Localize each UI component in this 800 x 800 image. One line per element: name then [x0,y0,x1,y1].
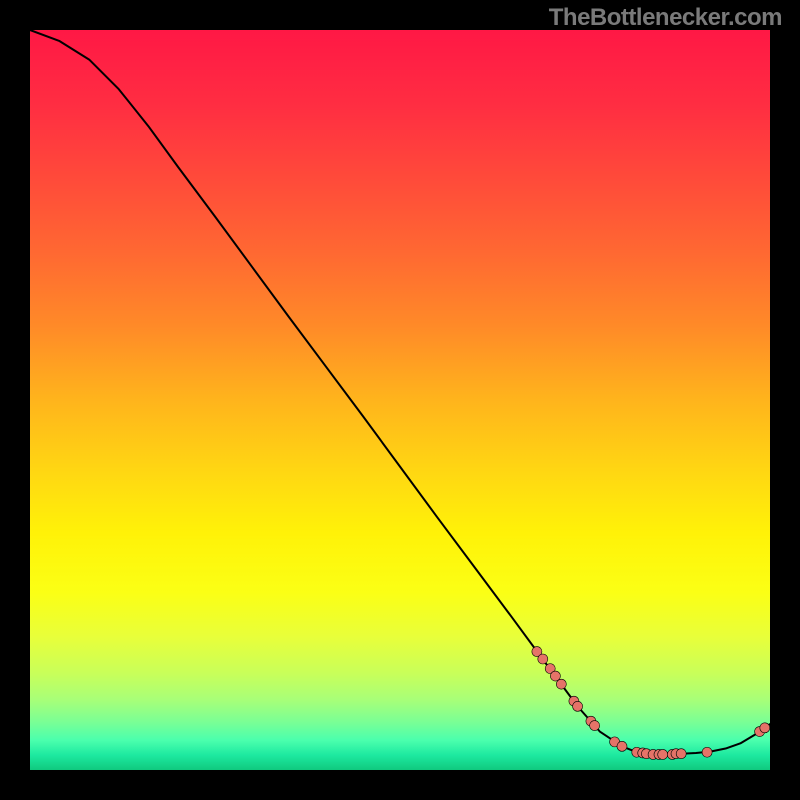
data-point [676,749,686,759]
data-point [658,749,668,759]
data-point [702,747,712,757]
data-point [573,701,583,711]
data-point [538,654,548,664]
data-points [30,30,770,770]
data-point [556,679,566,689]
chart-root: TheBottlenecker.com [0,0,800,800]
data-point [760,723,770,733]
data-point [590,721,600,731]
plot-area [30,30,770,770]
watermark-text: TheBottlenecker.com [549,4,782,32]
data-point [617,741,627,751]
